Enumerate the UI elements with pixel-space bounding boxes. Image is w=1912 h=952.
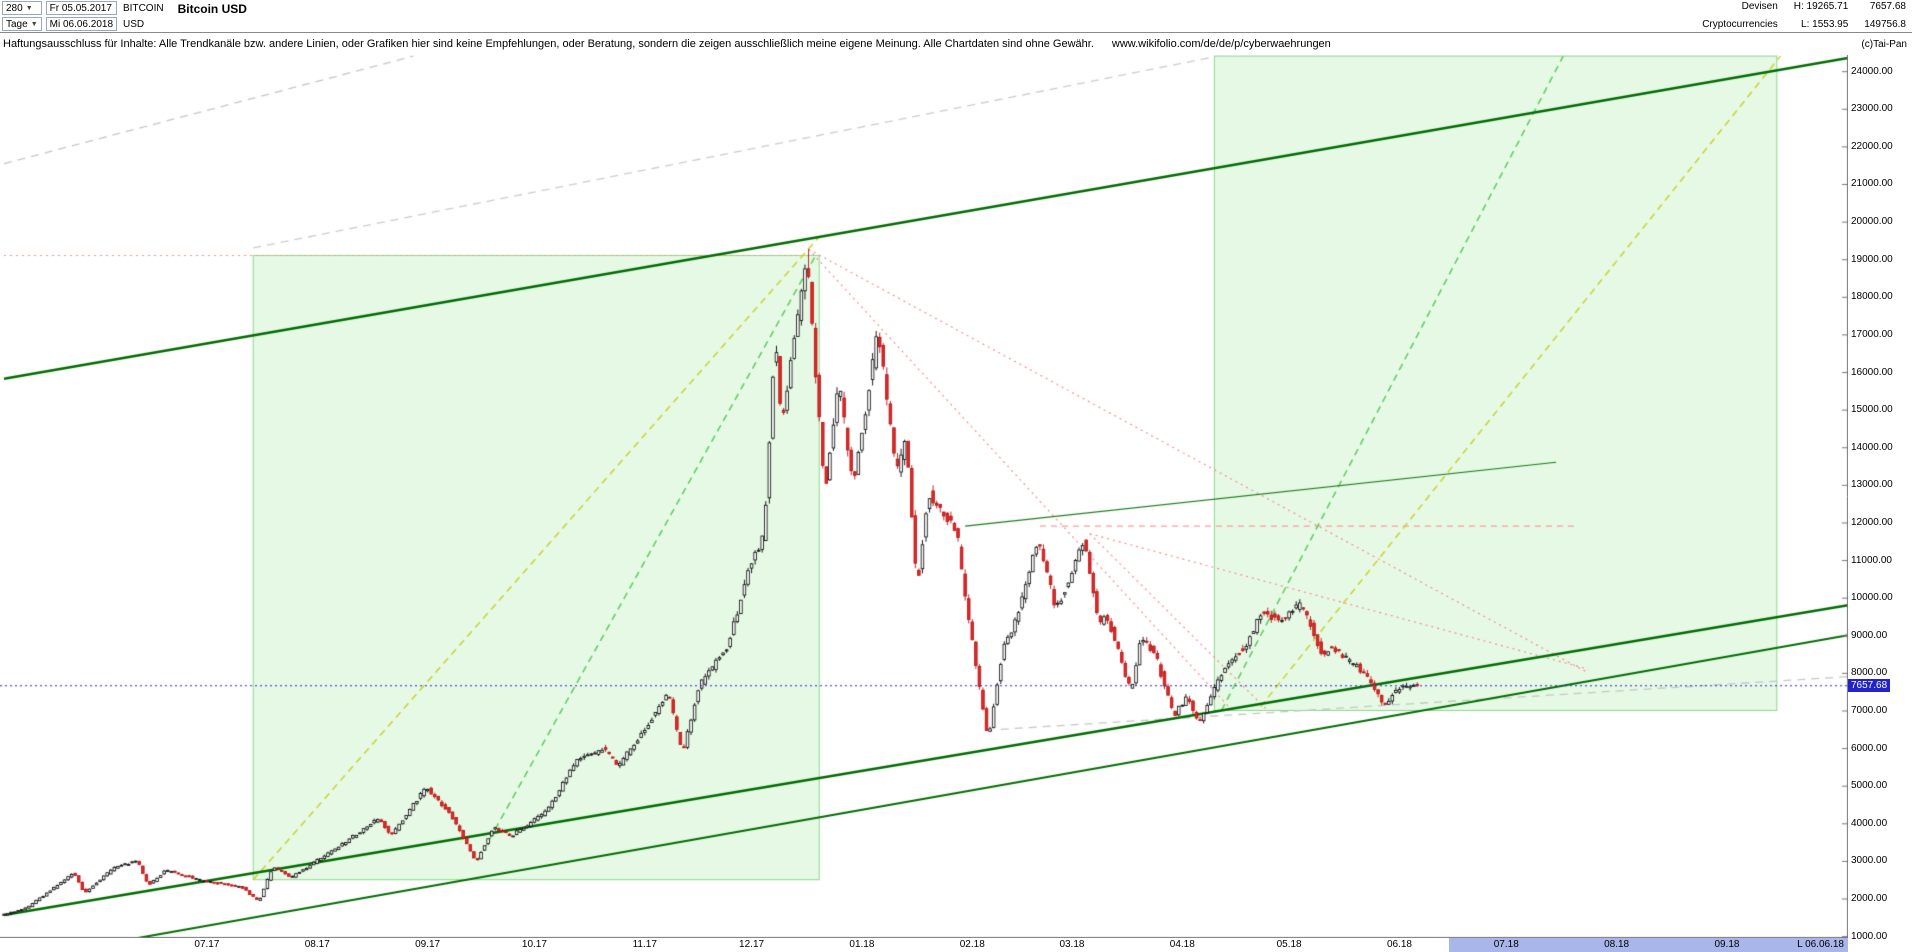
price-tick-label: 11000.00: [1851, 554, 1892, 566]
month-tick-label: 09.17: [415, 939, 441, 950]
month-tick-label: 06.18: [1386, 939, 1412, 950]
month-tick-label: 07.18: [1493, 939, 1519, 950]
price-tick-label: 9000.00: [1851, 629, 1888, 641]
future-period-band: [1449, 938, 1848, 952]
price-tick-label: 1000.00: [1851, 930, 1888, 942]
price-tick-label: 3000.00: [1851, 855, 1888, 867]
month-tick-label: 03.18: [1059, 939, 1085, 950]
high-low-readout: H: 19265.71 L: 1553.95: [1794, 1, 1849, 30]
chevron-down-icon: ▼: [25, 4, 33, 12]
category-line1: Devisen: [1741, 1, 1778, 12]
price-tick-label: 14000.00: [1851, 441, 1893, 453]
price-readout: 7657.68 149756.8: [1864, 1, 1906, 30]
price-tick-label: 8000.00: [1851, 667, 1888, 679]
price-tick-label: 12000.00: [1851, 516, 1893, 528]
month-tick-label: 04.18: [1169, 939, 1195, 950]
month-tick-label: 09.18: [1714, 939, 1740, 950]
price-tick-label: 20000.00: [1851, 216, 1893, 228]
alt-value: 149756.8: [1864, 19, 1906, 30]
price-tick-label: 7000.00: [1851, 704, 1888, 716]
header-bar: 280 ▼ Fr 05.05.2017 BITCOIN Tage ▼ Mi 06…: [0, 0, 1912, 33]
month-tick-label: 02.18: [959, 939, 985, 950]
period-high: H: 19265.71: [1793, 1, 1849, 12]
price-tick-label: 2000.00: [1851, 893, 1888, 904]
price-tick-label: 4000.00: [1851, 817, 1888, 829]
bar-count-value: 280: [6, 2, 23, 14]
start-date-value: Fr 05.05.2017: [49, 2, 112, 14]
timeframe-value: Tage: [6, 18, 28, 30]
taipan-copyright: (c)Tai-Pan: [1861, 38, 1907, 50]
currency-label: USD: [123, 19, 145, 30]
price-tick-label: 15000.00: [1851, 404, 1893, 416]
time-axis: 07.17 08.17 09.17 10.17 11.17 12.17 01.18 02.18…: [0, 938, 1848, 952]
price-tick-label: 21000.00: [1851, 178, 1893, 190]
symbol-label: BITCOIN: [123, 3, 164, 14]
price-tick-label: 18000.00: [1851, 291, 1893, 303]
timeframe-select[interactable]: Tage ▼: [2, 17, 42, 31]
start-date-field[interactable]: Fr 05.05.2017: [45, 1, 118, 15]
month-tick-label: 10.17: [521, 939, 547, 950]
last-price-value: 7657.68: [1869, 1, 1906, 12]
month-tick-label: 12.17: [739, 939, 765, 950]
month-tick-label: 08.17: [304, 939, 330, 950]
price-chart-canvas[interactable]: [0, 55, 1848, 952]
month-tick-label: 01.18: [849, 939, 875, 950]
last-price-tag: 7657.68: [1848, 678, 1891, 692]
price-tick-label: 19000.00: [1851, 253, 1893, 265]
disclaimer-row: Haftungsausschluss für Inhalte: Alle Tre…: [0, 33, 1912, 55]
wikifolio-link[interactable]: www.wikifolio.com/de/de/p/cyberwaehrunge…: [1111, 38, 1331, 50]
price-tick-label: 10000.00: [1851, 592, 1893, 604]
month-tick-label: 05.18: [1276, 939, 1302, 950]
price-tick-label: 5000.00: [1851, 780, 1888, 792]
price-axis: 1000.00 2000.00 3000.00 4000.00 5000.00 6000.…: [1848, 55, 1912, 942]
instrument-category: Devisen Cryptocurrencies: [1702, 1, 1778, 30]
price-tick-label: 17000.00: [1851, 328, 1893, 340]
price-tick-label: 23000.00: [1851, 103, 1893, 115]
period-low: L: 1553.95: [1801, 19, 1849, 30]
chart-area: 1000.00 2000.00 3000.00 4000.00 5000.00 6000.…: [0, 55, 1912, 952]
price-tick-label: 13000.00: [1851, 479, 1893, 491]
price-tick-label: 16000.00: [1851, 366, 1893, 378]
price-tick-label: 24000.00: [1851, 65, 1893, 77]
price-tick-label: 6000.00: [1851, 742, 1888, 754]
month-tick-label: 11.17: [632, 939, 657, 950]
chart-title: Bitcoin USD: [177, 2, 247, 16]
month-tick-label: 07.17: [194, 939, 220, 950]
end-date-value: Mi 06.06.2018: [49, 18, 114, 30]
category-line2: Cryptocurrencies: [1702, 19, 1778, 30]
month-tick-label: 08.18: [1604, 939, 1630, 950]
disclaimer-text: Haftungsausschluss für Inhalte: Alle Tre…: [3, 38, 1094, 50]
last-date-label: L 06.06.18: [1797, 939, 1844, 950]
price-tick-label: 22000.00: [1851, 140, 1893, 152]
bar-count-select[interactable]: 280 ▼: [2, 1, 42, 15]
chevron-down-icon: ▼: [30, 20, 38, 28]
end-date-field[interactable]: Mi 06.06.2018: [45, 17, 118, 31]
